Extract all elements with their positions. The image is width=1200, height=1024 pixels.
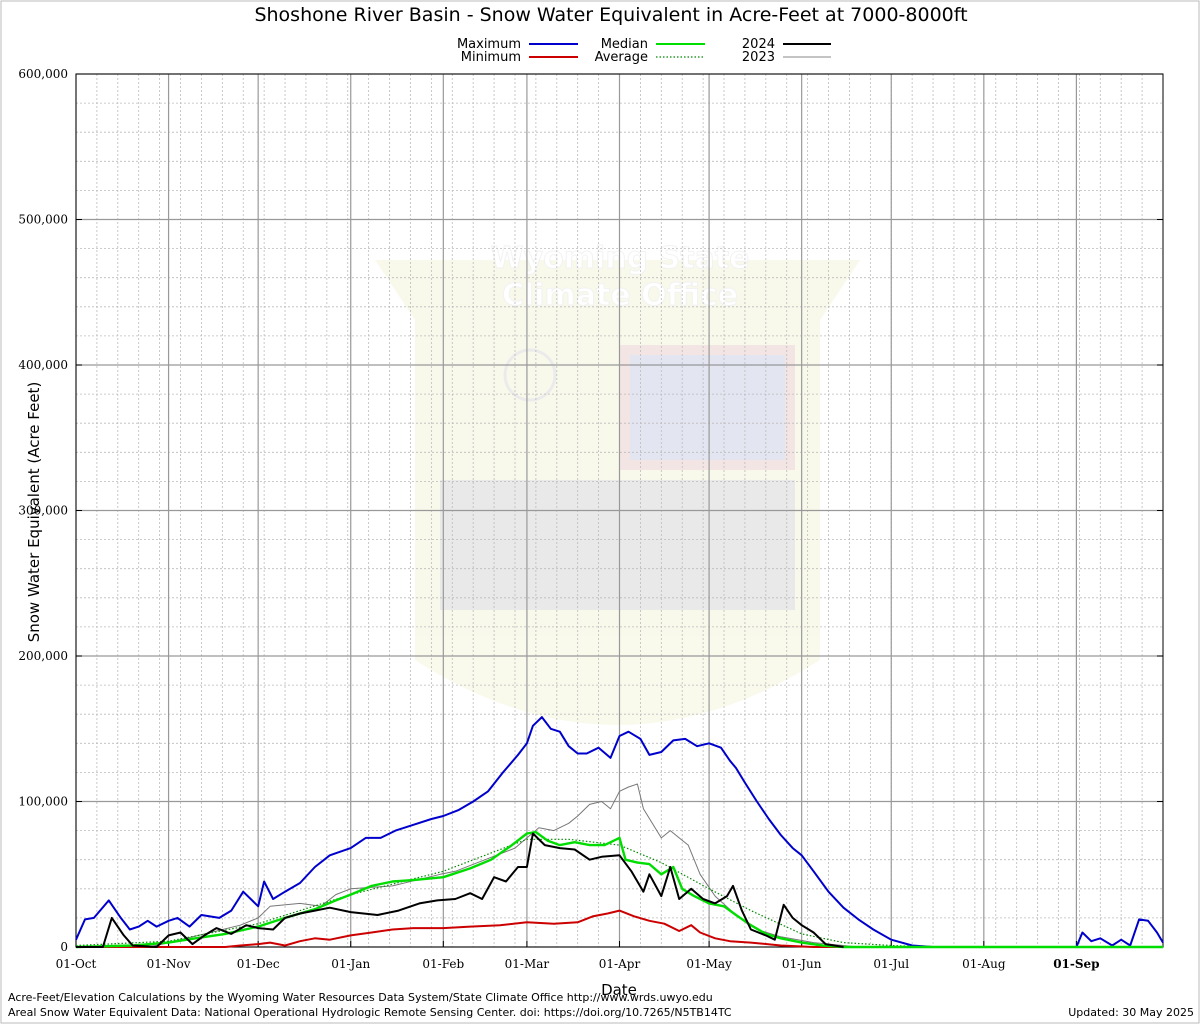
series-line-average [75,838,1163,948]
y-axis-label: Snow Water Equivalent (Acre Feet) [25,382,43,643]
grid-lines [75,73,1163,948]
x-tick-label: 01-Jan [331,957,370,971]
x-axis-ticks: 01-Oct 01-Nov 01-Dec 01-Jan 01-Feb 01-Mar 01-A… [56,941,1100,971]
y-tick-label: 100,000 [18,795,68,809]
y-tick-label: 300,000 [18,504,68,518]
watermark-photo-icon [440,480,795,610]
watermark-flag-field-icon [630,355,785,460]
series-line-minimum [76,909,1163,948]
y-axis-ticks: 0 100,000 200,000 300,000 400,000 500,000 600,… [18,67,1163,954]
footer-updated-date: Updated: 30 May 2025 [1068,1006,1194,1019]
series-line-2024 [76,832,844,948]
x-tick-label: 01-Jun [782,957,822,971]
watermark-globe-icon [503,348,557,402]
x-tick-label: 01-Jul [873,957,909,971]
x-tick-label: 01-May [686,957,732,971]
x-tick-label: 01-Mar [505,957,550,971]
x-tick-label: 01-Nov [147,957,191,971]
watermark-shield-shape [375,260,860,725]
legend-label-minimum: Minimum [461,50,521,65]
x-tick-label: 01-Apr [599,957,641,971]
x-tick-label: 01-Sep [1053,957,1099,971]
series-line-2023 [76,783,889,948]
x-tick-label: 01-Feb [422,957,464,971]
series-line-maximum [75,716,1164,948]
y-tick-label: 600,000 [18,67,68,81]
series-layer [75,716,1164,949]
y-tick-label: 400,000 [18,358,68,372]
legend-label-median: Median [601,37,648,52]
legend-label-maximum: Maximum [457,37,521,52]
legend-label-average: Average [595,50,648,65]
footer-credit-line1: Acre-Feet/Elevation Calculations by the … [8,991,713,1004]
y-tick-label: 0 [60,940,68,954]
legend-label-2023: 2023 [742,50,775,65]
x-tick-label: 01-Dec [237,957,280,971]
footer-credit-line2: Areal Snow Water Equivalent Data: Nation… [8,1006,732,1019]
chart-title: Shoshone River Basin - Snow Water Equiva… [254,4,967,26]
x-tick-label: 01-Aug [962,957,1006,971]
wyoming-state-climate-office-watermark: Wyoming State Climate Office [375,241,860,725]
y-tick-label: 500,000 [18,213,68,227]
x-tick-label: 01-Oct [56,957,97,971]
x-axis-label: Date [601,981,637,999]
y-tick-label: 200,000 [18,649,68,663]
legend-label-2024: 2024 [742,37,775,52]
